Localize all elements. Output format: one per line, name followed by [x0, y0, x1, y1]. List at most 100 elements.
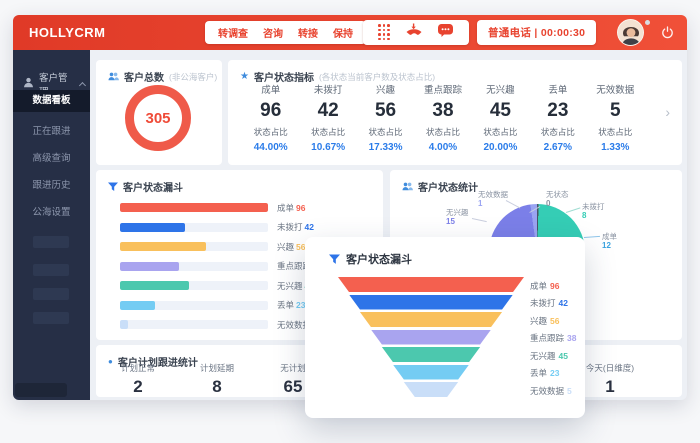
sidebar-item-placeholder[interactable] — [33, 288, 69, 300]
bar-value: 96 — [296, 202, 306, 213]
funnel-layer — [403, 382, 459, 397]
status-value: 5 — [609, 100, 621, 121]
sidebar-item-following[interactable]: 正在跟进 — [32, 126, 71, 137]
plan-column: 无计划 65 — [251, 362, 335, 397]
status-percent: 10.67% — [311, 142, 346, 153]
funnel-legend-row: 兴趣 56 — [530, 312, 576, 330]
funnel-icon — [108, 182, 118, 191]
chevron-right-icon[interactable]: › — [665, 104, 670, 120]
status-bar-row: 未拨打 42 — [108, 218, 375, 238]
status-percent: 1.33% — [601, 142, 630, 153]
status-bar-row: 丢单 23 — [108, 296, 375, 316]
status-column: 兴趣 56 状态占比 17.33% — [357, 80, 414, 155]
funnel-legend-value: 23 — [550, 368, 560, 379]
dialpad-icon[interactable] — [378, 24, 390, 41]
status-metrics-card: ★ 客户状态指标 (各状态当前客户数及状态占比) 成单 96 状态占比 44.0… — [228, 60, 682, 165]
power-icon[interactable] — [661, 26, 674, 44]
star-icon: ★ — [240, 70, 249, 82]
funnel-legend-value: 38 — [567, 333, 577, 344]
bar-fill — [120, 281, 190, 291]
funnel-icon — [329, 254, 340, 264]
call-action-button[interactable]: 保持 — [333, 29, 353, 40]
status-label: 重点跟踪 — [423, 85, 462, 96]
call-status-timer: 普通电话 | 00:00:30 — [477, 20, 597, 45]
funnel-legend-row: 成单 96 — [530, 277, 576, 295]
callout-line — [583, 235, 600, 238]
bar-track — [120, 281, 268, 291]
status-value: 45 — [489, 100, 511, 121]
chat-bubble-icon[interactable] — [437, 23, 454, 43]
status-value: 56 — [374, 100, 397, 121]
funnel-legend-label: 丢单 — [530, 368, 548, 379]
plan-value: 2 — [133, 377, 143, 396]
card-title: 客户状态漏斗 — [108, 179, 183, 194]
sidebar-item-placeholder[interactable] — [33, 264, 69, 276]
user-icon — [23, 77, 34, 91]
bar-label-text: 兴趣 — [277, 241, 295, 252]
funnel-legend-label: 无兴趣 — [530, 350, 556, 361]
card-title: ● 客户计划跟进统计 — [108, 354, 198, 369]
status-label: 无效数据 — [596, 85, 635, 96]
call-action-button[interactable]: 咨询 — [263, 29, 283, 40]
status-label: 丢单 — [548, 85, 568, 96]
funnel-legend-label: 兴趣 — [530, 315, 548, 326]
bar-label: 成单 96 — [277, 202, 305, 214]
status-label: 成单 — [261, 85, 281, 96]
plan-label: 今天(日维度) — [585, 363, 635, 373]
status-ratio-label: 状态占比 — [425, 127, 460, 137]
chevron-up-icon — [79, 81, 87, 89]
total-donut-chart: 305 — [125, 85, 191, 151]
bar-fill — [120, 203, 268, 213]
status-label: 无兴趣 — [486, 85, 515, 96]
card-title-text: 客户状态漏斗 — [123, 183, 183, 194]
funnel-legend-value: 42 — [558, 298, 568, 309]
status-value: 96 — [260, 100, 282, 121]
funnel-modal: 客户状态漏斗 成单 96 — [305, 237, 585, 418]
status-value: 38 — [432, 100, 454, 121]
sidebar-item-advanced-query[interactable]: 高级查询 — [32, 153, 71, 164]
funnel-legend-label: 无效数据 — [530, 385, 565, 396]
plan-label: 无计划 — [280, 363, 306, 373]
sidebar: 客户管理 数据看板 正在跟进 高级查询 跟进历史 公海设置 — [13, 50, 90, 400]
pie-label-won: 成单 12 — [602, 232, 617, 251]
sidebar-item-public-pool[interactable]: 公海设置 — [32, 207, 71, 218]
status-ratio-label: 状态占比 — [483, 127, 518, 137]
app-logo: HOLLYCRM — [29, 25, 106, 40]
modal-title: 客户状态漏斗 — [329, 251, 412, 267]
call-action-button[interactable]: 转调查 — [218, 29, 248, 40]
funnel-layer — [392, 364, 470, 380]
status-column: 未拨打 42 状态占比 10.67% — [299, 80, 356, 155]
funnel-legend-value: 96 — [550, 280, 560, 291]
pie-label-invalid: 无效数据 1 — [478, 190, 508, 209]
bar-label: 未拨打 42 — [277, 221, 314, 233]
funnel-legend-label: 重点跟踪 — [530, 333, 565, 344]
funnel-legend-label: 成单 — [530, 280, 548, 291]
funnel-legend-label: 未拨打 — [530, 298, 556, 309]
sidebar-item-placeholder[interactable] — [33, 312, 69, 324]
hangup-phone-icon[interactable] — [404, 23, 423, 42]
total-count: 305 — [145, 109, 171, 127]
card-title-text: 客户计划跟进统计 — [117, 358, 198, 369]
pie-label-notcalled: 未拨打 8 — [582, 202, 605, 221]
bar-track — [120, 261, 268, 271]
plan-column: 计划正常 2 — [96, 362, 180, 397]
sidebar-item-dashboard[interactable]: 数据看板 — [13, 90, 90, 112]
pie-label-nointerest: 无兴趣 15 — [446, 208, 469, 227]
sidebar-item-follow-history[interactable]: 跟进历史 — [32, 180, 71, 191]
funnel-legend-row: 未拨打 42 — [530, 295, 576, 313]
sidebar-item-placeholder[interactable] — [33, 236, 69, 248]
status-column: 成单 96 状态占比 44.00% — [242, 80, 299, 155]
status-columns: 成单 96 状态占比 44.00% 未拨打 42 状态占比 10.67% 兴趣 — [242, 80, 644, 155]
status-column: 无效数据 5 状态占比 1.33% — [587, 80, 644, 155]
plan-column: 今天(日维度) 1 — [568, 362, 652, 397]
plan-label: 计划延期 — [199, 363, 234, 373]
sidebar-item-placeholder[interactable] — [15, 383, 67, 397]
avatar[interactable] — [617, 19, 644, 46]
presence-dot — [645, 20, 650, 25]
card-title: ★ 客户状态指标 (各状态当前客户数及状态占比) — [240, 69, 435, 84]
funnel-chart — [338, 277, 524, 400]
status-column: 重点跟踪 38 状态占比 4.00% — [414, 80, 471, 155]
pie-label-nostate: 无状态 0 — [546, 190, 569, 209]
call-action-button[interactable]: 转接 — [298, 29, 318, 40]
